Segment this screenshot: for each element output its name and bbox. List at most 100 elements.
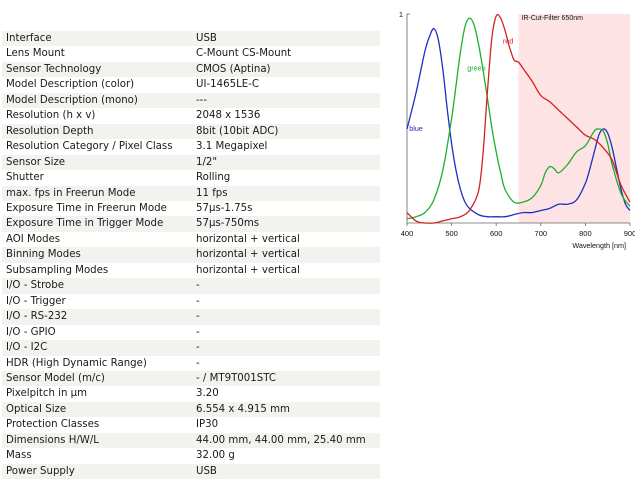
spec-label: Exposure Time in Freerun Mode [2, 200, 192, 217]
spec-row: I/O - I2C - [2, 340, 380, 356]
spec-value: horizontal + vertical [192, 247, 380, 263]
spec-label: max. fps in Freerun Mode [2, 185, 192, 201]
spec-value: - / MT9T001STC [192, 370, 380, 387]
spec-label: Dimensions H/W/L [2, 432, 192, 449]
spec-label: Subsampling Modes [2, 262, 192, 279]
spec-row: Lens Mount C-Mount CS-Mount [2, 46, 380, 62]
spec-row: Subsampling Modes horizontal + vertical [2, 262, 380, 279]
spec-row: Mass 32.00 g [2, 448, 380, 464]
spec-row: Sensor Model (m/c) - / MT9T001STC [2, 370, 380, 387]
spec-row: Model Description (color) UI-1465LE-C [2, 77, 380, 93]
spec-value: C-Mount CS-Mount [192, 46, 380, 62]
spec-row: Resolution (h x v) 2048 x 1536 [2, 108, 380, 124]
spec-row: I/O - GPIO - [2, 324, 380, 341]
spec-value: 1/2" [192, 154, 380, 171]
spec-row: Exposure Time in Freerun Mode 57µs-1.75s [2, 200, 380, 217]
spec-value: - [192, 355, 380, 371]
chart-axes [406, 14, 630, 224]
spec-label: Exposure Time in Trigger Mode [2, 216, 192, 232]
spec-row: Dimensions H/W/L 44.00 mm, 44.00 mm, 25.4… [2, 432, 380, 449]
spec-label: I/O - Trigger [2, 293, 192, 310]
spec-row: Protection Classes IP30 [2, 417, 380, 433]
spec-row: Sensor Size 1/2" [2, 154, 380, 171]
spec-label: Interface [2, 31, 192, 47]
spec-label: Pixelpitch in µm [2, 386, 192, 402]
spec-row: HDR (High Dynamic Range) - [2, 355, 380, 371]
spec-row: Sensor Technology CMOS (Aptina) [2, 61, 380, 78]
spec-label: Binning Modes [2, 247, 192, 263]
spec-label: Model Description (color) [2, 77, 192, 93]
spec-row: Optical Size 6.554 x 4.915 mm [2, 401, 380, 418]
series-label-green: green [467, 63, 485, 72]
spec-row: max. fps in Freerun Mode 11 fps [2, 185, 380, 201]
spec-label: Sensor Technology [2, 61, 192, 78]
spec-label: I/O - RS-232 [2, 309, 192, 325]
spec-value: - [192, 324, 380, 341]
spec-value: 6.554 x 4.915 mm [192, 401, 380, 418]
x-tick-label: 800 [579, 229, 592, 238]
spec-value: 32.00 g [192, 448, 380, 464]
series-line-red [406, 13, 631, 224]
tick-layer: 400 500 600 700 800 900 1 [399, 10, 635, 238]
spec-value: - [192, 278, 380, 294]
spec-value: IP30 [192, 417, 380, 433]
spec-label: Power Supply [2, 463, 192, 480]
x-tick-label: 900 [624, 229, 635, 238]
spec-row: Shutter Rolling [2, 170, 380, 186]
spec-value: Rolling [192, 170, 380, 186]
spec-label: I/O - Strobe [2, 278, 192, 294]
x-axis-label: Wavelength [nm] [572, 241, 626, 250]
series-label-red: red [503, 36, 513, 45]
x-tick-label: 700 [535, 229, 548, 238]
spec-row: AOI Modes horizontal + vertical [2, 231, 380, 248]
spec-label: HDR (High Dynamic Range) [2, 355, 192, 371]
spec-label: Resolution Depth [2, 123, 192, 140]
spec-label: Shutter [2, 170, 192, 186]
spec-value: - [192, 309, 380, 325]
spec-label: Sensor Model (m/c) [2, 370, 192, 387]
series-line-blue [406, 27, 631, 218]
spec-row: I/O - RS-232- [2, 309, 380, 325]
x-tick-label: 600 [490, 229, 503, 238]
spec-label: Optical Size [2, 401, 192, 418]
spec-value: horizontal + vertical [192, 231, 380, 248]
spec-row: Interface USB [2, 31, 380, 47]
spec-value: - [192, 293, 380, 310]
x-tick-label: 500 [445, 229, 458, 238]
spec-row: I/O - Trigger - [2, 293, 380, 310]
spec-value: horizontal + vertical [192, 262, 380, 279]
spec-label: Mass [2, 448, 192, 464]
spec-value: 2048 x 1536 [192, 108, 380, 124]
spec-label: Model Description (mono) [2, 92, 192, 109]
spec-table-body: Interface USB Lens Mount C-Mount CS-Mount Se… [2, 31, 380, 480]
spec-value: 57µs-1.75s [192, 200, 380, 217]
y-tick-label: 1 [399, 10, 403, 19]
spec-row: Resolution Category / Pixel Class 3.1 Meg… [2, 139, 380, 155]
spec-table: Interface USB Lens Mount C-Mount CS-Mount Se… [2, 31, 380, 480]
spec-value: USB [192, 31, 380, 47]
spec-label: Sensor Size [2, 154, 192, 171]
spec-row: Model Description (mono) --- [2, 92, 380, 109]
spec-row: Exposure Time in Trigger Mode 57µs-750ms [2, 216, 380, 232]
spec-row: Pixelpitch in µm 3.20 [2, 386, 380, 402]
series-label-blue: blue [409, 124, 423, 133]
spec-row: Power Supply USB [2, 463, 380, 480]
series-labels: blue green red [409, 36, 513, 133]
ir-cut-annotation: IR-Cut-Filter 650nm [522, 15, 584, 22]
spec-value: 44.00 mm, 44.00 mm, 25.40 mm [192, 432, 380, 449]
x-tick-label: 400 [401, 229, 414, 238]
spec-value: UI-1465LE-C [192, 77, 380, 93]
spec-value: 3.1 Megapixel [192, 139, 380, 155]
spec-label: I/O - GPIO [2, 324, 192, 341]
spec-label: AOI Modes [2, 231, 192, 248]
ir-cut-region [518, 14, 630, 223]
spec-value: --- [192, 92, 380, 109]
spec-row: Resolution Depth 8bit (10bit ADC) [2, 123, 380, 140]
spec-label: Resolution Category / Pixel Class [2, 139, 192, 155]
spec-label: Protection Classes [2, 417, 192, 433]
spec-value: - [192, 340, 380, 356]
spec-value: USB [192, 463, 380, 480]
series-line-green [406, 17, 631, 220]
spec-row: I/O - Strobe - [2, 278, 380, 294]
